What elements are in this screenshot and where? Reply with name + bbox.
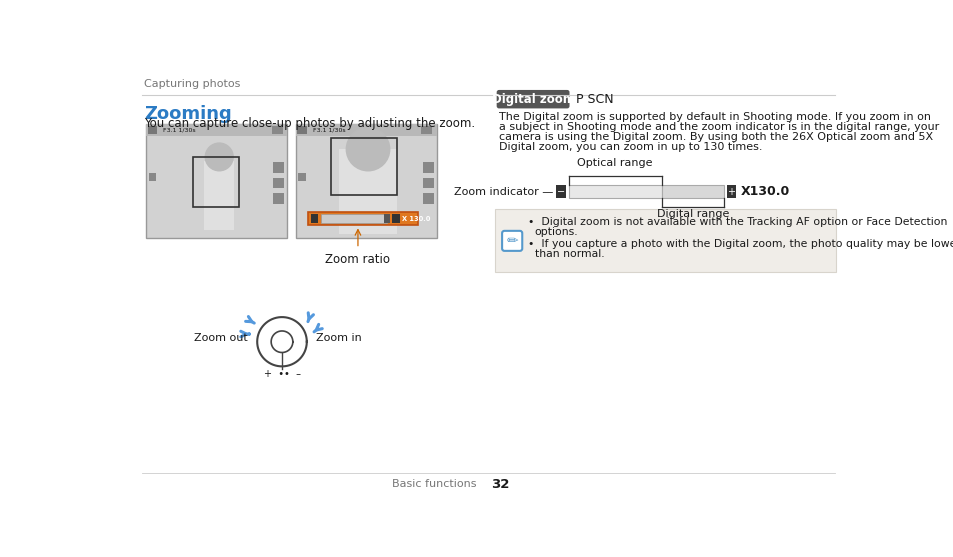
Text: The Digital zoom is supported by default in Shooting mode. If you zoom in on: The Digital zoom is supported by default… [498, 113, 930, 123]
Bar [495, 209, 835, 272]
Text: •  –: • – [284, 369, 301, 379]
Text: Zoom indicator —: Zoom indicator — [454, 187, 553, 197]
Bar [661, 185, 723, 198]
Text: You can capture close-up photos by adjusting the zoom.: You can capture close-up photos by adjus… [144, 117, 475, 130]
Bar [421, 126, 432, 134]
Text: Zoom ratio: Zoom ratio [325, 253, 390, 266]
Bar [383, 214, 390, 223]
Bar [726, 185, 736, 198]
Text: •  If you capture a photo with the Digital zoom, the photo quality may be lower: • If you capture a photo with the Digita… [527, 238, 953, 248]
Text: •  Digital zoom is not available with the Tracking AF option or Face Detection: • Digital zoom is not available with the… [527, 217, 946, 227]
FancyBboxPatch shape [497, 90, 569, 109]
Bar [148, 126, 157, 134]
Text: P SCN: P SCN [576, 92, 614, 106]
Text: X 130.0: X 130.0 [402, 216, 430, 222]
Bar [556, 185, 565, 198]
Bar [338, 149, 396, 234]
Bar [331, 138, 396, 196]
Text: Basic functions: Basic functions [392, 479, 487, 489]
Circle shape [205, 143, 233, 171]
Bar [422, 193, 434, 204]
Text: Digital zoom, you can zoom in up to 130 times.: Digital zoom, you can zoom in up to 130 … [498, 142, 761, 152]
Text: camera is using the Digital zoom. By using both the 26X Optical zoom and 5X: camera is using the Digital zoom. By usi… [498, 133, 932, 142]
Text: options.: options. [534, 227, 578, 237]
Text: than normal.: than normal. [534, 248, 603, 258]
Bar [320, 214, 386, 223]
Bar [422, 162, 434, 173]
Bar [146, 124, 287, 238]
Bar [298, 173, 306, 181]
Text: Zooming: Zooming [144, 105, 232, 123]
Text: +  •: + • [264, 369, 284, 379]
Bar [149, 173, 156, 181]
Bar [297, 126, 307, 134]
Text: Capturing photos: Capturing photos [144, 79, 240, 89]
Text: ✏: ✏ [506, 234, 517, 248]
Bar [193, 157, 239, 207]
Bar [274, 193, 284, 204]
Bar [422, 178, 434, 188]
Bar [272, 126, 282, 134]
Bar [295, 124, 436, 238]
Bar [392, 214, 399, 223]
Text: Zoom in: Zoom in [315, 333, 361, 343]
Text: −: − [557, 187, 564, 197]
Bar [274, 178, 284, 188]
Text: F3.1 1/30s: F3.1 1/30s [163, 128, 196, 133]
Text: 32: 32 [491, 478, 509, 491]
Text: X130.0: X130.0 [740, 185, 789, 198]
Text: Digital zoom: Digital zoom [491, 92, 574, 106]
Text: +: + [727, 187, 735, 197]
Bar [311, 214, 318, 223]
Text: Digital range: Digital range [656, 208, 728, 218]
Bar [295, 124, 436, 136]
Bar [204, 161, 233, 230]
Text: F3.1 1/30s: F3.1 1/30s [313, 128, 345, 133]
Bar [308, 212, 418, 226]
FancyBboxPatch shape [501, 231, 521, 251]
Bar [274, 162, 284, 173]
Bar [146, 124, 287, 136]
Text: a subject in Shooting mode and the zoom indicator is in the digital range, your: a subject in Shooting mode and the zoom … [498, 123, 939, 132]
Circle shape [346, 128, 390, 171]
Text: Zoom out: Zoom out [194, 333, 248, 343]
Bar [568, 185, 661, 198]
Text: Optical range: Optical range [577, 159, 652, 168]
